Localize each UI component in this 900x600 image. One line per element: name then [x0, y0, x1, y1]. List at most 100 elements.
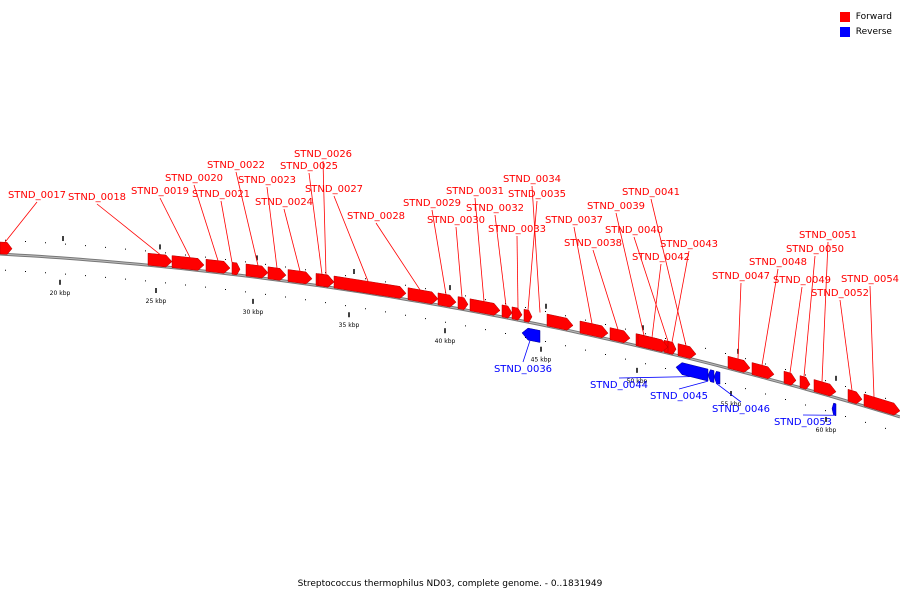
- tick-label: 55 kbp: [721, 401, 742, 408]
- gene-label-stnd_0025: STND_0025: [280, 161, 338, 172]
- gene-arrow-stnd_0045: [707, 369, 715, 383]
- gene-label-stnd_0020: STND_0020: [165, 173, 223, 184]
- gene-arrow-stnd_0038: [609, 327, 631, 344]
- gene-arrow-stnd_0053: [831, 402, 837, 417]
- leader-line: [869, 285, 875, 398]
- gene-arrow-stnd_0037: [579, 320, 609, 339]
- gene-label-stnd_0038: STND_0038: [564, 238, 622, 249]
- gene-arrow-stnd_0030: [457, 296, 469, 310]
- gene-label-stnd_0047: STND_0047: [712, 271, 770, 282]
- leader-line: [715, 382, 742, 403]
- gene-arrow-stnd_0043: [667, 340, 677, 355]
- leader-line: [235, 171, 259, 266]
- gene-arrow-stnd_0029: [437, 292, 457, 308]
- leader-line: [671, 250, 690, 343]
- gene-label-stnd_0054: STND_0054: [841, 274, 899, 285]
- tick-label: 25 kbp: [146, 298, 167, 305]
- gene-arrow-stnd_0028: [407, 287, 439, 305]
- gene-arrow-stnd_0024: [287, 269, 313, 285]
- leader-line: [615, 212, 645, 336]
- gene-label-stnd_0032: STND_0032: [466, 203, 524, 214]
- gene-label-stnd_0021: STND_0021: [192, 189, 250, 200]
- gene-arrow-stnd_0046: [713, 371, 721, 385]
- gene-arrow-stnd_0049: [783, 370, 797, 386]
- tick-label: 40 kbp: [435, 338, 456, 345]
- gene-arrow-stnd_0032: [501, 304, 513, 319]
- gene-label-stnd_0049: STND_0049: [773, 275, 831, 286]
- gene-arrow-stnd_0052: [847, 388, 863, 405]
- gene-label-stnd_0041: STND_0041: [622, 187, 680, 198]
- gene-label-stnd_0029: STND_0029: [403, 198, 461, 209]
- gene-arrow-stnd_0033: [511, 306, 523, 321]
- leader-line: [789, 286, 803, 373]
- gene-label-stnd_0044: STND_0044: [590, 380, 648, 391]
- gene-arrow-stnd_0020: [205, 259, 231, 274]
- leader-line: [573, 226, 593, 324]
- gene-label-stnd_0030: STND_0030: [427, 215, 485, 226]
- leader-line: [737, 282, 742, 359]
- leader-line: [803, 255, 816, 377]
- gene-arrow-stnd_0050: [799, 375, 811, 390]
- legend-item-forward: Forward: [839, 9, 892, 24]
- gene-label-stnd_0039: STND_0039: [587, 201, 645, 212]
- tick-label: 30 kbp: [243, 309, 264, 316]
- gene-arrow-stnd_0018: [147, 252, 173, 268]
- gene-arrow-stnd_0031: [469, 298, 501, 316]
- leader-line: [592, 249, 619, 330]
- leader-line: [455, 226, 463, 298]
- tick-label: 50 kbp: [627, 378, 648, 385]
- leader-line: [618, 376, 691, 379]
- reverse-swatch: [839, 26, 850, 37]
- gene-label-stnd_0035: STND_0035: [508, 189, 566, 200]
- gene-label-stnd_0040: STND_0040: [605, 225, 663, 236]
- leader-line: [193, 184, 219, 261]
- gene-label-stnd_0018: STND_0018: [68, 192, 126, 203]
- gene-arrow-stnd_0017: [0, 241, 13, 255]
- gene-arrow-stnd_0047: [727, 355, 751, 373]
- gene-arrow-stnd_0019: [171, 255, 205, 271]
- gene-label-stnd_0036: STND_0036: [494, 364, 552, 375]
- gene-label-stnd_0022: STND_0022: [207, 160, 265, 171]
- leader-line: [96, 203, 161, 255]
- genome-caption: Streptococcus thermophilus ND03, complet…: [297, 579, 603, 589]
- leader-line: [531, 185, 541, 313]
- gene-label-stnd_0031: STND_0031: [446, 186, 504, 197]
- gene-label-stnd_0053: STND_0053: [774, 417, 832, 428]
- gene-arrow-stnd_0026: [317, 273, 335, 288]
- tick-label: 45 kbp: [531, 357, 552, 364]
- leader-line: [220, 200, 233, 263]
- gene-arrow-stnd_0048: [751, 362, 775, 380]
- leader-line: [522, 340, 531, 363]
- gene-label-stnd_0046: STND_0046: [712, 404, 770, 415]
- leader-line: [159, 197, 191, 258]
- gene-label-stnd_0023: STND_0023: [238, 175, 296, 186]
- gene-label-stnd_0033: STND_0033: [488, 224, 546, 235]
- legend-forward-label: Forward: [855, 11, 892, 22]
- leader-line: [283, 208, 301, 272]
- leader-line: [474, 197, 485, 302]
- leader-line: [651, 263, 662, 338]
- leader-line: [761, 268, 779, 366]
- gene-label-stnd_0052: STND_0052: [811, 288, 869, 299]
- gene-label-stnd_0026: STND_0026: [294, 149, 352, 160]
- gene-label-stnd_0034: STND_0034: [503, 174, 561, 185]
- gene-arrow-stnd_0027: [333, 275, 407, 299]
- gene-arrow-stnd_0023: [267, 266, 287, 281]
- gene-label-stnd_0028: STND_0028: [347, 211, 405, 222]
- gene-label-stnd_0024: STND_0024: [255, 197, 313, 208]
- gene-arrow-stnd_0034: [546, 313, 574, 331]
- leader-line: [821, 241, 829, 382]
- legend-item-reverse: Reverse: [839, 24, 892, 39]
- gene-arrow-stnd_0021: [231, 262, 241, 276]
- gene-label-stnd_0027: STND_0027: [305, 184, 363, 195]
- leader-line: [650, 198, 687, 346]
- leader-line: [633, 236, 669, 342]
- leader-line: [322, 160, 327, 275]
- gene-label-stnd_0048: STND_0048: [749, 257, 807, 268]
- gene-label-stnd_0045: STND_0045: [650, 391, 708, 402]
- gene-label-stnd_0043: STND_0043: [660, 239, 718, 250]
- leader-line: [308, 172, 323, 275]
- tick-label: 35 kbp: [339, 322, 360, 329]
